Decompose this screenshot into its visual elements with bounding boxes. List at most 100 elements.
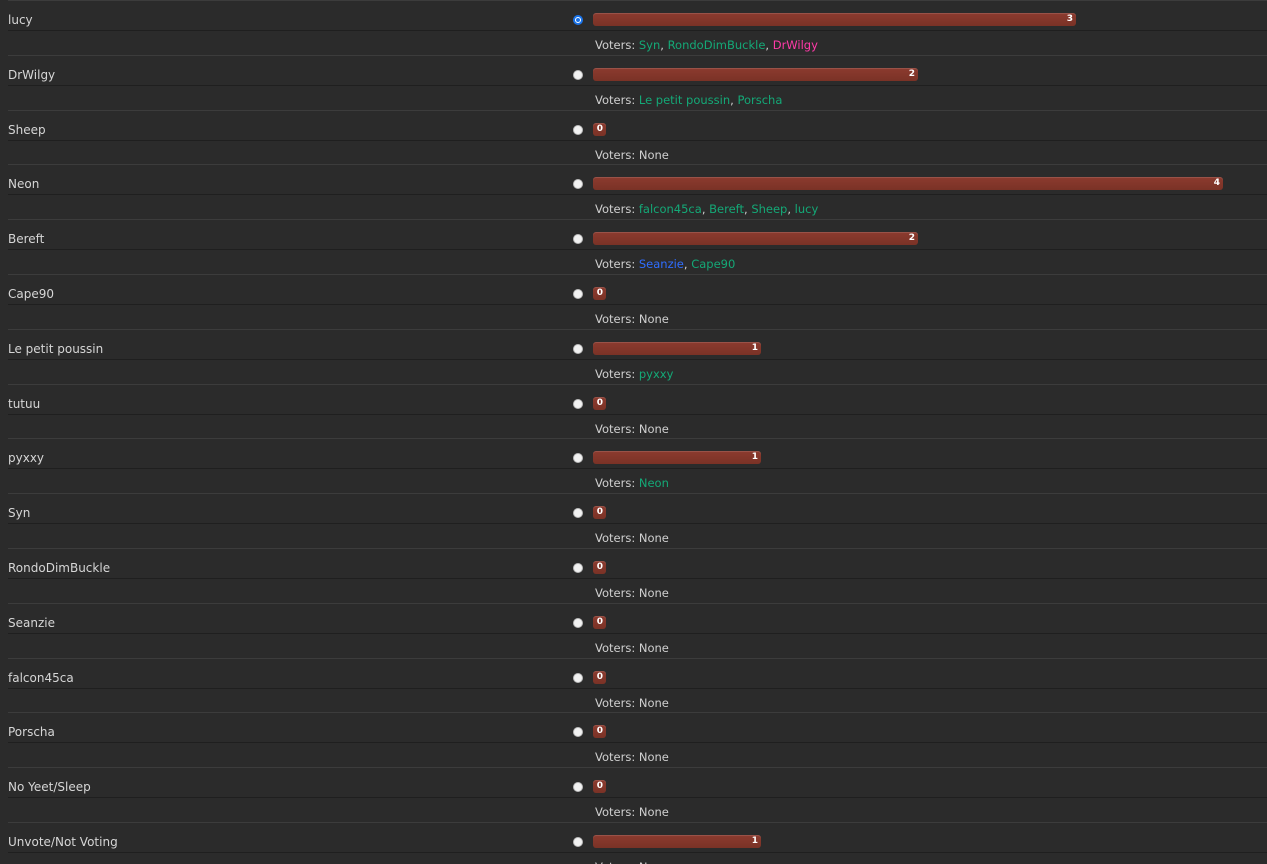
option-label: Bereft: [8, 232, 45, 247]
voters-label: Voters:: [595, 366, 636, 381]
option-radio[interactable]: [573, 179, 583, 190]
poll-option: Le petit poussin 1 Voters: pyxxy: [0, 328, 1267, 384]
voter-link[interactable]: falcon45ca: [638, 202, 702, 217]
poll-option: Neon 4 Voters: falcon45ca, Bereft, Sheep, …: [0, 164, 1267, 219]
row-divider: [8, 164, 1267, 166]
voters-label: Voters:: [595, 585, 636, 600]
option-radio[interactable]: [573, 124, 583, 135]
voter-link[interactable]: DrWilgy: [772, 38, 818, 52]
vote-bar: 0: [593, 615, 606, 629]
poll-option: pyxxy 1 Voters: Neon: [0, 438, 1267, 493]
vote-count: 0: [596, 507, 603, 518]
voters-label: Voters:: [595, 860, 635, 864]
voters-label: Voters:: [595, 202, 636, 217]
voters-line: Voters: None: [595, 641, 669, 655]
row-divider: [8, 84, 1267, 86]
option-radio[interactable]: [573, 15, 583, 25]
voter-link[interactable]: Sheep: [751, 202, 788, 217]
voters-line: Voters: None: [595, 860, 669, 864]
voter-link[interactable]: Syn: [638, 38, 661, 52]
option-radio[interactable]: [573, 288, 583, 299]
poll-option: tutuu 0 Voters: None: [0, 383, 1267, 439]
option-label: No Yeet/Sleep: [8, 780, 91, 795]
option-radio[interactable]: [573, 234, 583, 245]
option-label: tutuu: [8, 396, 41, 411]
vote-count: 2: [908, 68, 915, 79]
vote-bar: 1: [593, 834, 761, 848]
voters-line: Voters: None: [595, 312, 669, 326]
vote-count: 0: [596, 616, 603, 627]
option-radio[interactable]: [573, 508, 583, 519]
voter-link[interactable]: lucy: [794, 202, 819, 217]
voters-line: Voters: None: [595, 148, 669, 162]
option-label: Sheep: [8, 122, 46, 137]
vote-bar: 0: [593, 396, 606, 410]
row-divider: [8, 821, 1267, 823]
vote-bar: 0: [593, 780, 606, 794]
voter-link[interactable]: pyxxy: [638, 366, 674, 381]
option-radio[interactable]: [573, 782, 583, 793]
voters-none: None: [638, 750, 669, 765]
vote-bar: 0: [593, 560, 606, 574]
voters-label: Voters:: [595, 147, 636, 162]
voters-none: None: [639, 860, 669, 864]
poll-option: Sheep 0 Voters: None: [0, 109, 1267, 165]
option-radio[interactable]: [573, 453, 583, 464]
voter-link[interactable]: Bereft: [709, 202, 744, 217]
voter-link[interactable]: Neon: [638, 476, 669, 491]
voters-label: Voters:: [595, 695, 636, 710]
voters-label: Voters:: [595, 805, 636, 820]
row-divider: [8, 742, 1267, 744]
option-radio[interactable]: [573, 836, 583, 847]
option-label: Neon: [8, 177, 40, 192]
option-radio[interactable]: [573, 672, 583, 683]
poll-option: No Yeet/Sleep 0 Voters: None: [0, 767, 1267, 822]
vote-bar: 2: [593, 232, 918, 246]
vote-bar: 0: [593, 122, 606, 136]
vote-count: 0: [596, 671, 603, 682]
voters-label: Voters:: [595, 476, 636, 491]
row-divider: [8, 383, 1267, 385]
option-radio[interactable]: [573, 69, 583, 80]
voters-line: Voters: Seanzie, Cape90: [595, 257, 736, 272]
row-divider: [8, 657, 1267, 659]
option-radio[interactable]: [573, 343, 583, 354]
option-label: Le petit poussin: [8, 341, 104, 356]
voters-label: Voters:: [595, 92, 636, 107]
voter-link[interactable]: Le petit poussin: [638, 92, 731, 107]
poll-option: Cape90 0 Voters: None: [0, 273, 1267, 329]
vote-count: 0: [596, 561, 603, 572]
option-label: pyxxy: [8, 451, 45, 466]
row-divider: [8, 851, 1267, 853]
row-divider: [8, 0, 1267, 1]
poll-option: Syn 0 Voters: None: [0, 493, 1267, 548]
option-radio[interactable]: [573, 562, 583, 573]
vote-bar: 4: [593, 177, 1223, 191]
voters-none: None: [638, 531, 669, 546]
voters-none: None: [638, 805, 669, 820]
voter-link[interactable]: Cape90: [691, 257, 736, 272]
voters-label: Voters:: [595, 421, 636, 436]
row-divider: [8, 632, 1267, 634]
vote-count: 0: [596, 397, 603, 408]
vote-bar: 3: [593, 13, 1076, 26]
voters-line: Voters: None: [595, 586, 669, 600]
poll-option: Unvote/Not Voting 1 Voters: None: [0, 821, 1267, 864]
option-label: Seanzie: [8, 615, 55, 630]
row-divider: [8, 358, 1267, 360]
voters-line: Voters: None: [595, 805, 669, 819]
voter-link[interactable]: RondoDimBuckle: [667, 38, 766, 52]
voter-link[interactable]: Seanzie: [638, 257, 684, 272]
poll-option: lucy 3 Voters: Syn, RondoDimBuckle, DrWilg…: [0, 0, 1267, 55]
voters-none: None: [638, 147, 669, 162]
option-radio[interactable]: [573, 727, 583, 738]
row-divider: [8, 249, 1267, 251]
option-radio[interactable]: [573, 398, 583, 409]
voters-none: None: [638, 311, 669, 326]
row-divider: [8, 54, 1267, 56]
option-radio[interactable]: [573, 617, 583, 628]
vote-bar: 0: [593, 670, 606, 684]
voters-none: None: [638, 421, 669, 436]
vote-count: 4: [1213, 178, 1220, 189]
voter-link[interactable]: Porscha: [737, 92, 783, 107]
